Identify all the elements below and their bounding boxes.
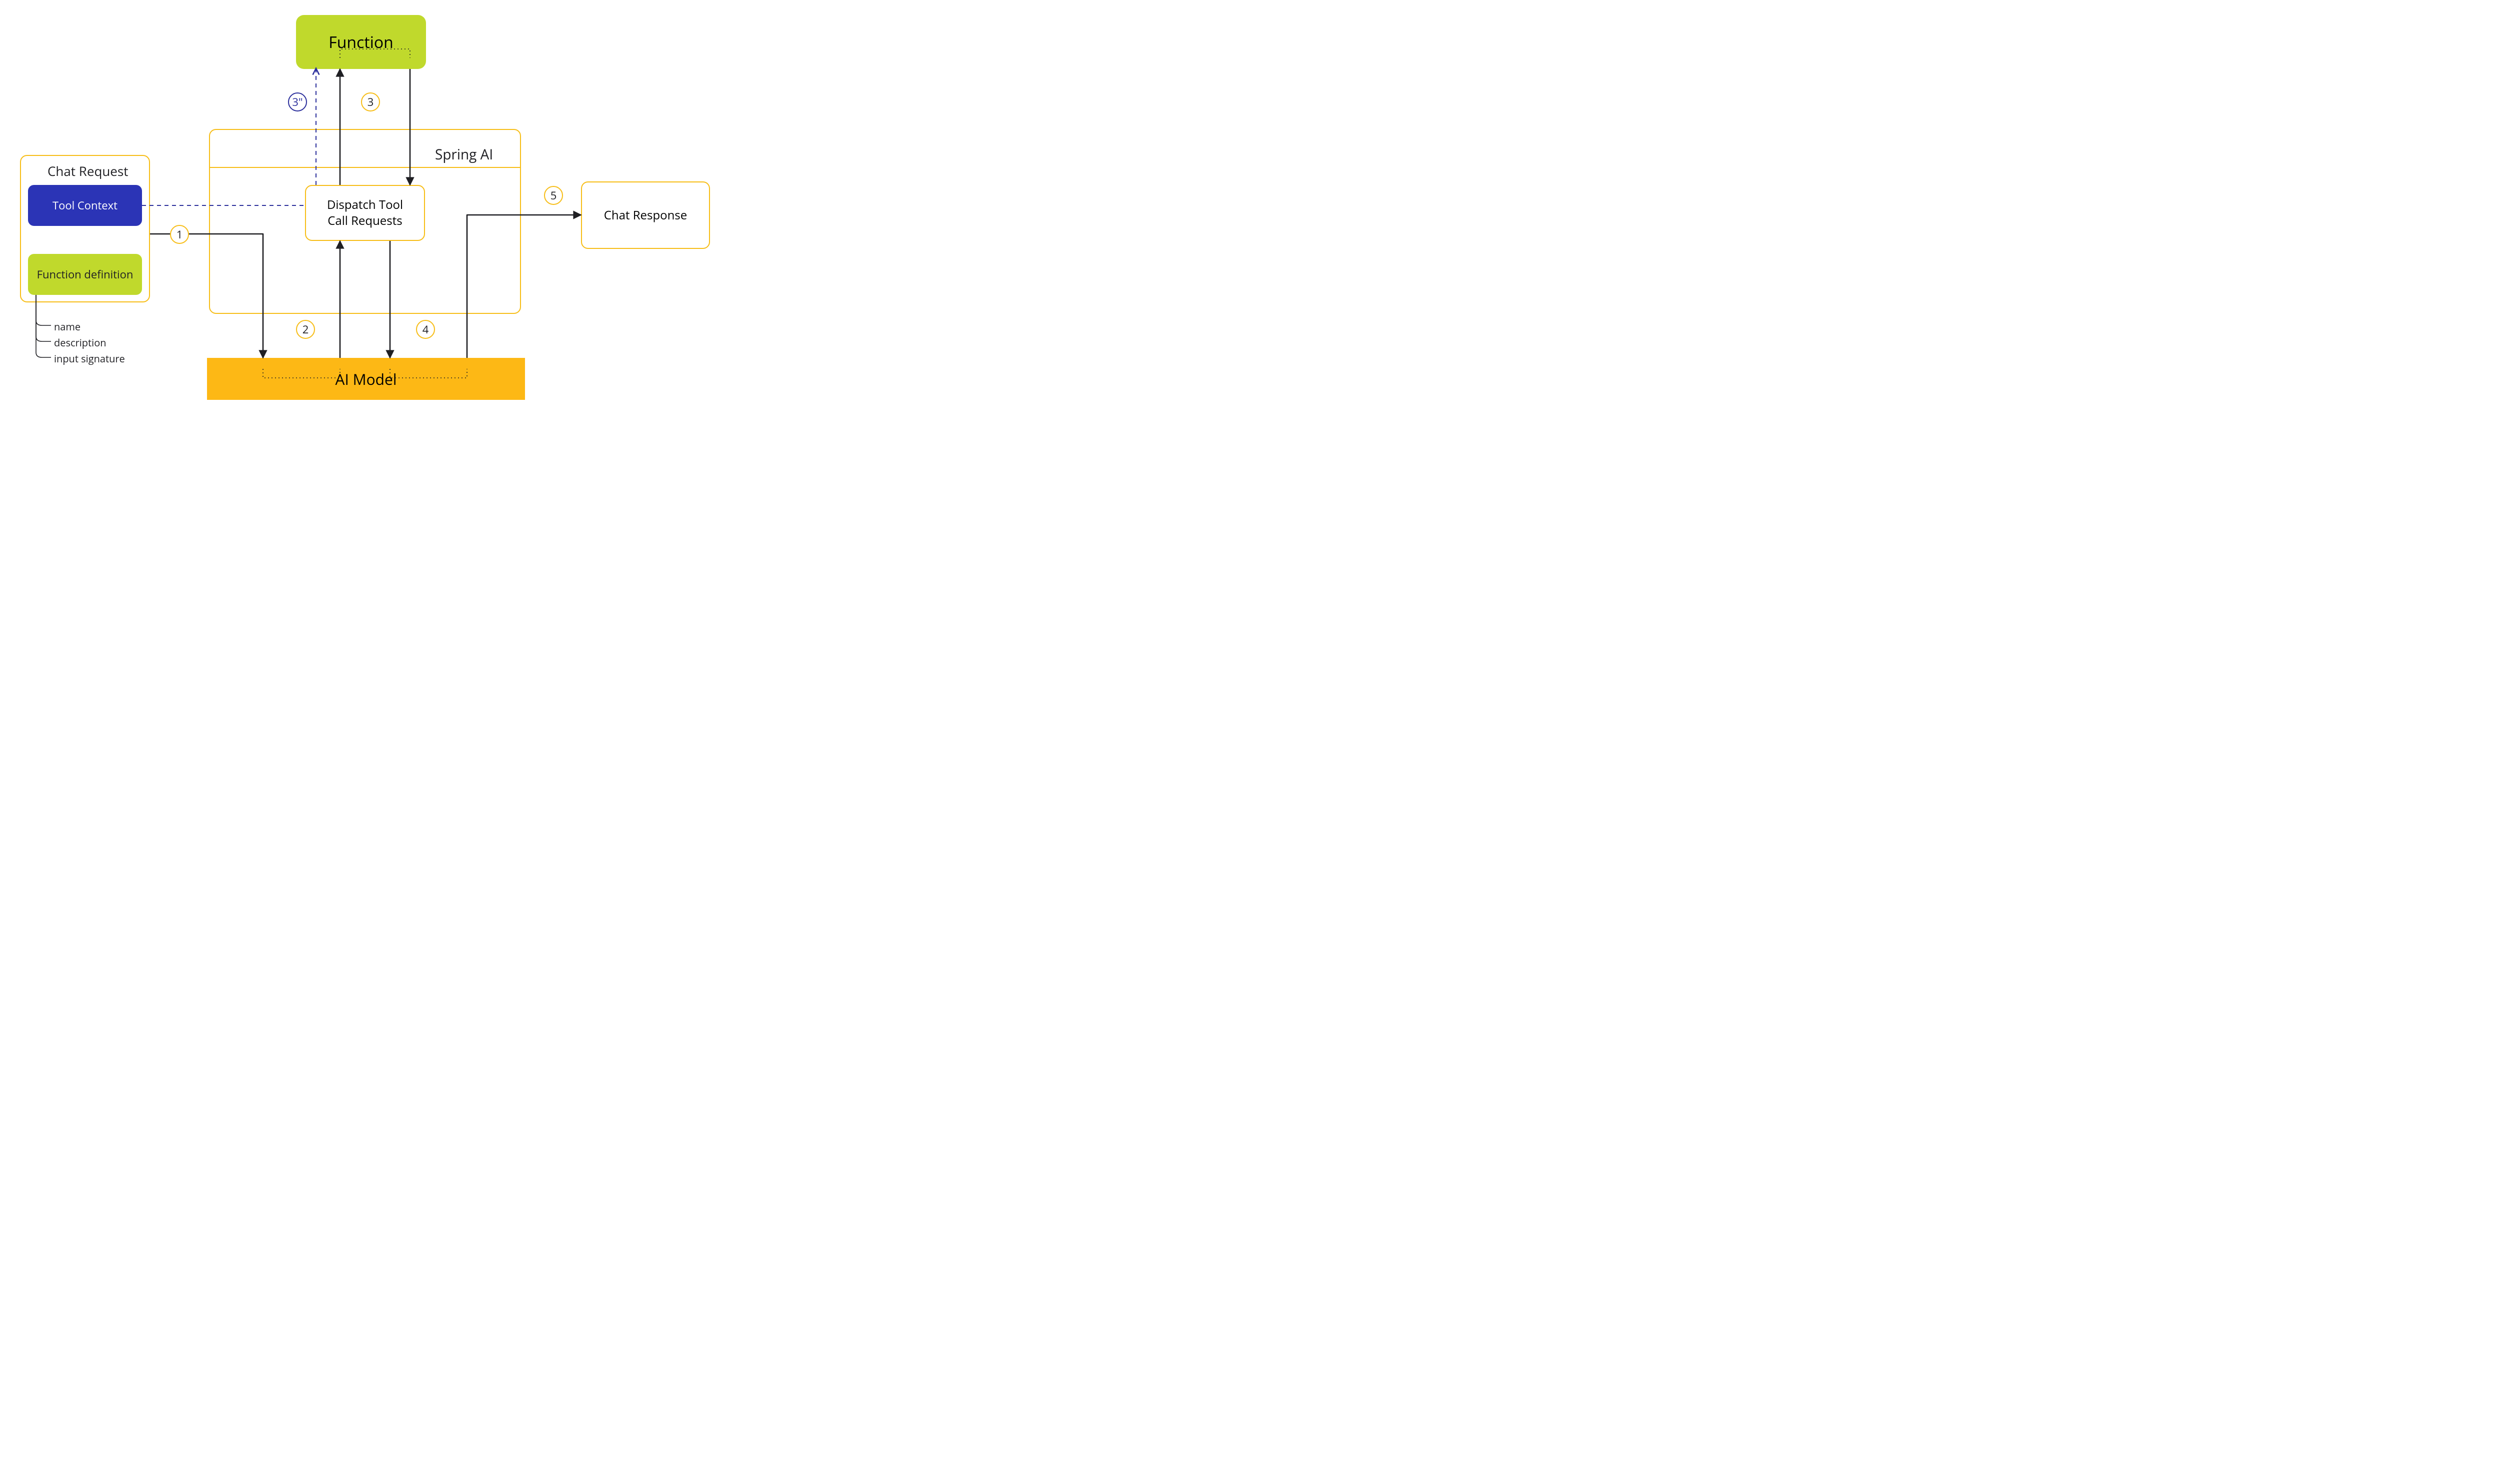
step-1-label: 1 bbox=[176, 227, 183, 242]
node-chat-response: Chat Response bbox=[581, 181, 710, 249]
spring-ai-header-line bbox=[210, 167, 520, 168]
chat-request-title: Chat Request bbox=[48, 162, 128, 180]
step-1: 1 bbox=[170, 225, 189, 244]
dispatch-label-line2: Call Requests bbox=[328, 213, 402, 229]
step-5-label: 5 bbox=[550, 188, 557, 203]
step-3b-label: 3" bbox=[292, 94, 302, 109]
tool-context-label: Tool Context bbox=[52, 198, 118, 213]
step-3-double-prime: 3" bbox=[288, 92, 307, 111]
func-def-bracket bbox=[31, 295, 56, 360]
function-definition-label: Function definition bbox=[37, 267, 134, 282]
node-function-definition: Function definition bbox=[28, 254, 142, 295]
diagram-stage: Spring AI Chat Request Tool Context Func… bbox=[0, 0, 735, 405]
step-5: 5 bbox=[544, 186, 563, 205]
note-input-signature: input signature bbox=[54, 352, 125, 365]
note-name: name bbox=[54, 320, 80, 333]
node-function: Function bbox=[296, 15, 426, 69]
spring-ai-title: Spring AI bbox=[435, 145, 493, 164]
note-description: description bbox=[54, 336, 106, 349]
step-4: 4 bbox=[416, 320, 435, 339]
step-4-label: 4 bbox=[422, 322, 429, 337]
chat-response-label: Chat Response bbox=[604, 207, 687, 223]
node-ai-model: AI Model bbox=[207, 358, 525, 400]
function-label: Function bbox=[328, 31, 393, 53]
node-dispatch: Dispatch Tool Call Requests bbox=[305, 185, 425, 241]
step-2: 2 bbox=[296, 320, 315, 339]
ai-model-label: AI Model bbox=[336, 369, 397, 389]
step-3-label: 3 bbox=[368, 94, 374, 109]
step-2-label: 2 bbox=[302, 322, 309, 337]
node-tool-context: Tool Context bbox=[28, 185, 142, 226]
dispatch-label-line1: Dispatch Tool bbox=[327, 197, 403, 213]
step-3: 3 bbox=[361, 92, 380, 111]
